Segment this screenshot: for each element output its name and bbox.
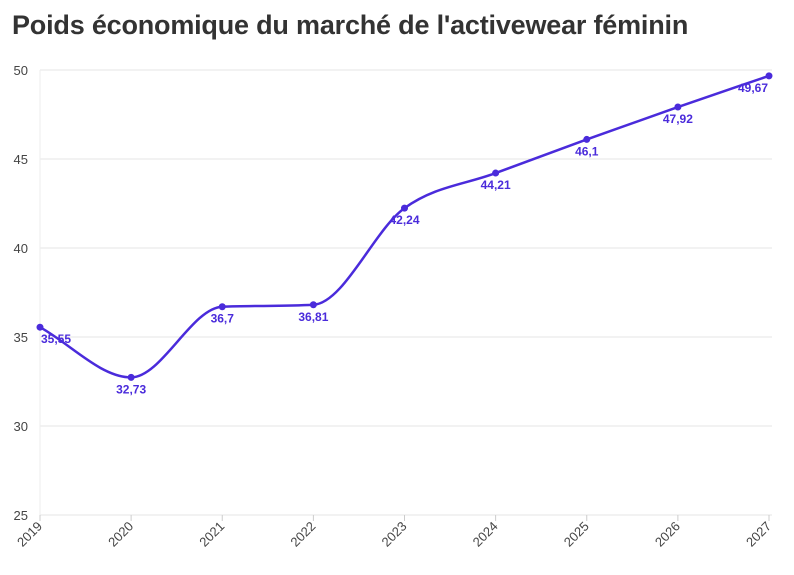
data-point[interactable] (218, 303, 226, 311)
y-tick-label: 50 (14, 63, 28, 78)
x-tick-label: 2027 (743, 519, 774, 550)
y-tick-label: 35 (14, 330, 28, 345)
data-point[interactable] (401, 204, 408, 212)
data-label: 36,81 (298, 310, 328, 324)
data-point[interactable] (492, 169, 500, 177)
data-point[interactable] (309, 301, 317, 309)
data-label: 46,1 (575, 144, 599, 158)
x-tick-label: 2023 (379, 519, 410, 550)
data-point[interactable] (765, 72, 773, 80)
x-tick-label: 2024 (470, 519, 501, 550)
x-tick-label: 2020 (105, 519, 136, 550)
data-label: 44,21 (481, 178, 511, 192)
series-line-group (38, 74, 771, 379)
y-tick-label: 40 (14, 241, 28, 256)
x-tick-label: 2025 (561, 519, 592, 550)
data-point[interactable] (36, 323, 44, 331)
data-label: 47,92 (663, 112, 693, 126)
data-points (36, 72, 773, 381)
data-labels: 35,55 32,73 36,7 36,81 42,24 44,21 46,1 47,92 49… (41, 81, 768, 397)
data-label: 49,67 (738, 81, 768, 95)
x-tick-label: 2022 (287, 519, 318, 550)
axes: 25 30 35 40 45 50 2019 2020 2021 2022 2023 2024 2025… (14, 63, 775, 550)
data-label: 36,7 (211, 312, 235, 326)
y-tick-label: 45 (14, 152, 28, 167)
chart-title: Poids économique du marché de l'activewe… (12, 10, 689, 40)
x-tick-label: 2026 (652, 519, 683, 550)
y-tick-label: 30 (14, 419, 28, 434)
data-point[interactable] (674, 103, 682, 111)
data-point[interactable] (127, 373, 135, 381)
data-label: 35,55 (41, 332, 71, 346)
grid-lines (40, 69, 772, 516)
series-line (38, 74, 771, 379)
y-tick-label: 25 (14, 508, 28, 523)
data-point[interactable] (583, 135, 591, 143)
x-tick-label: 2021 (196, 519, 227, 550)
data-label: 42,24 (389, 213, 419, 227)
x-tick-label: 2019 (14, 519, 45, 550)
data-label: 32,73 (116, 382, 146, 396)
